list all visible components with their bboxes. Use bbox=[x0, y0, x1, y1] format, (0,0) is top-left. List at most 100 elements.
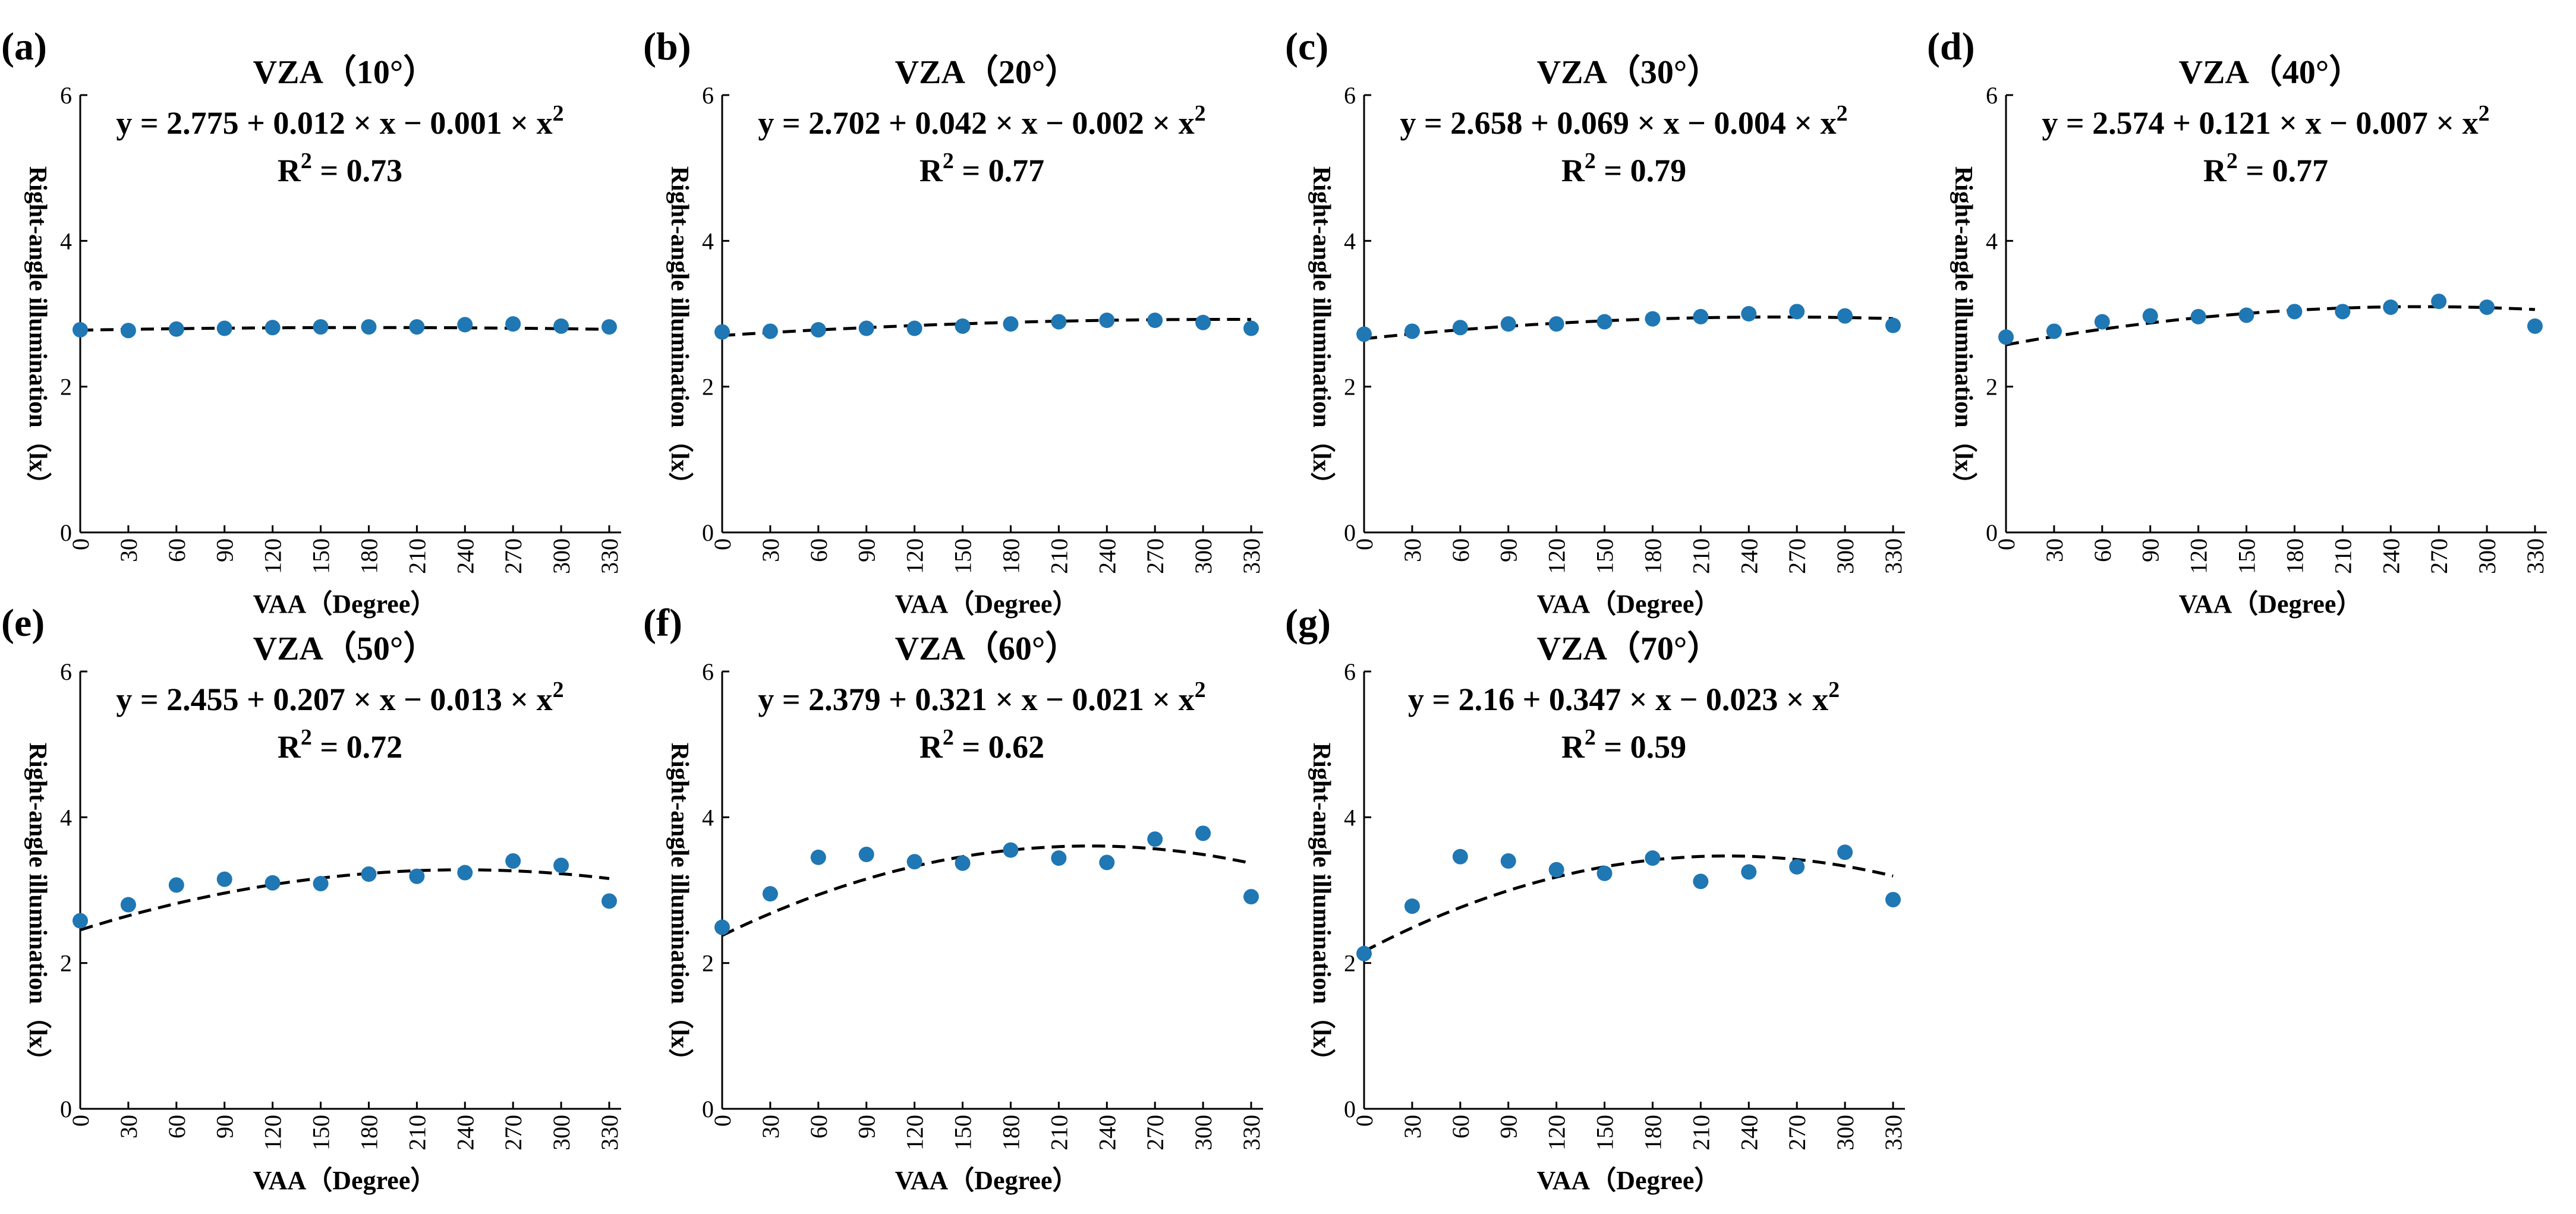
data-point bbox=[2142, 308, 2158, 324]
chart-title: VZA（40°） bbox=[2179, 53, 2363, 91]
data-point bbox=[2431, 294, 2447, 310]
data-point bbox=[762, 323, 778, 339]
y-tick-label: 0 bbox=[1344, 1096, 1356, 1122]
chart-title: VZA（70°） bbox=[1537, 630, 1721, 667]
x-tick-label: 60 bbox=[805, 1115, 832, 1139]
fit-curve bbox=[1363, 316, 1894, 340]
data-point bbox=[168, 877, 184, 893]
r-squared: R2 = 0.59 bbox=[1561, 725, 1686, 765]
data-point bbox=[1885, 891, 1901, 907]
x-axis-label: VAA（Degree） bbox=[895, 589, 1079, 619]
data-point bbox=[1500, 316, 1516, 332]
x-tick-label: 210 bbox=[1687, 538, 1714, 574]
x-tick-label: 120 bbox=[902, 538, 928, 574]
data-point bbox=[955, 318, 971, 334]
chart-title: VZA（10°） bbox=[253, 53, 437, 91]
x-tick-label: 90 bbox=[854, 1115, 880, 1139]
x-tick-label: 150 bbox=[2234, 538, 2260, 574]
y-tick-label: 2 bbox=[60, 950, 72, 977]
x-tick-label: 270 bbox=[500, 1115, 527, 1150]
data-point bbox=[762, 886, 778, 902]
x-tick-label: 180 bbox=[1639, 1115, 1666, 1150]
x-tick-label: 180 bbox=[997, 538, 1024, 574]
y-tick-label: 0 bbox=[1986, 519, 1998, 546]
x-tick-label: 300 bbox=[1190, 538, 1217, 574]
x-tick-label: 240 bbox=[452, 538, 478, 574]
data-point bbox=[1789, 859, 1805, 875]
data-point bbox=[1099, 313, 1115, 329]
y-axis-label: Right-angle illumination（lx） bbox=[24, 743, 52, 1074]
data-point bbox=[2335, 304, 2351, 320]
data-point bbox=[313, 875, 329, 891]
data-point bbox=[553, 318, 569, 334]
y-tick-label: 0 bbox=[702, 1096, 714, 1122]
data-point bbox=[457, 317, 473, 333]
data-point bbox=[602, 893, 617, 909]
data-point bbox=[810, 321, 826, 338]
data-point bbox=[1404, 323, 1420, 339]
x-axis-label: VAA（Degree） bbox=[1537, 1166, 1721, 1195]
data-point bbox=[1885, 317, 1901, 333]
data-point bbox=[1998, 329, 2014, 345]
x-tick-label: 240 bbox=[452, 1115, 478, 1150]
data-point bbox=[505, 853, 521, 869]
y-tick-label: 4 bbox=[1344, 228, 1356, 254]
x-tick-label: 150 bbox=[308, 538, 335, 574]
y-tick-label: 0 bbox=[1344, 519, 1356, 546]
data-point bbox=[264, 875, 281, 891]
y-tick-label: 6 bbox=[60, 658, 72, 685]
r-squared: R2 = 0.77 bbox=[2203, 149, 2328, 188]
x-tick-label: 300 bbox=[548, 1115, 575, 1150]
chart-title: VZA（50°） bbox=[253, 630, 437, 667]
data-point bbox=[1147, 831, 1163, 847]
r-squared: R2 = 0.62 bbox=[919, 725, 1044, 765]
panel-label: (a) bbox=[1, 25, 47, 68]
data-point bbox=[1837, 844, 1853, 860]
x-tick-label: 330 bbox=[1238, 538, 1265, 574]
x-tick-label: 30 bbox=[1399, 1115, 1426, 1139]
data-point bbox=[120, 897, 136, 913]
data-point bbox=[1548, 316, 1564, 332]
x-tick-label: 270 bbox=[2426, 538, 2452, 574]
x-tick-label: 150 bbox=[1592, 538, 1618, 574]
data-point bbox=[714, 919, 730, 935]
x-tick-label: 210 bbox=[1045, 538, 1072, 574]
panel-label: (f) bbox=[643, 601, 682, 645]
x-tick-label: 330 bbox=[596, 538, 623, 574]
data-point bbox=[120, 323, 136, 339]
data-point bbox=[553, 857, 569, 874]
x-tick-label: 150 bbox=[950, 1115, 977, 1150]
x-tick-label: 30 bbox=[115, 1115, 142, 1139]
fit-equation: y = 2.16 + 0.347 × x − 0.023 × x2 bbox=[1408, 677, 1840, 717]
x-axis-label: VAA（Degree） bbox=[253, 589, 437, 619]
x-tick-label: 120 bbox=[260, 1115, 286, 1150]
data-point bbox=[2383, 299, 2399, 315]
fit-curve bbox=[721, 844, 1252, 937]
data-point bbox=[1099, 854, 1115, 871]
x-tick-label: 90 bbox=[212, 538, 238, 562]
panel-label: (g) bbox=[1285, 601, 1331, 645]
y-axis-label: Right-angle illumination（lx） bbox=[1308, 166, 1336, 497]
data-point bbox=[2046, 323, 2062, 339]
data-point bbox=[858, 846, 874, 862]
x-tick-label: 90 bbox=[1495, 1115, 1522, 1139]
x-tick-label: 150 bbox=[950, 538, 977, 574]
x-tick-label: 0 bbox=[67, 538, 94, 550]
y-tick-label: 2 bbox=[1344, 374, 1356, 401]
x-tick-label: 210 bbox=[1045, 1115, 1072, 1150]
data-point bbox=[505, 316, 521, 332]
data-point bbox=[1243, 889, 1259, 905]
y-tick-label: 4 bbox=[1986, 228, 1998, 254]
fit-equation: y = 2.775 + 0.012 × x − 0.001 × x2 bbox=[116, 101, 563, 141]
panel-label: (c) bbox=[1285, 25, 1328, 68]
x-tick-label: 0 bbox=[1351, 1115, 1378, 1127]
r-squared: R2 = 0.72 bbox=[278, 725, 402, 765]
data-point bbox=[1051, 850, 1067, 866]
data-point bbox=[409, 319, 425, 335]
